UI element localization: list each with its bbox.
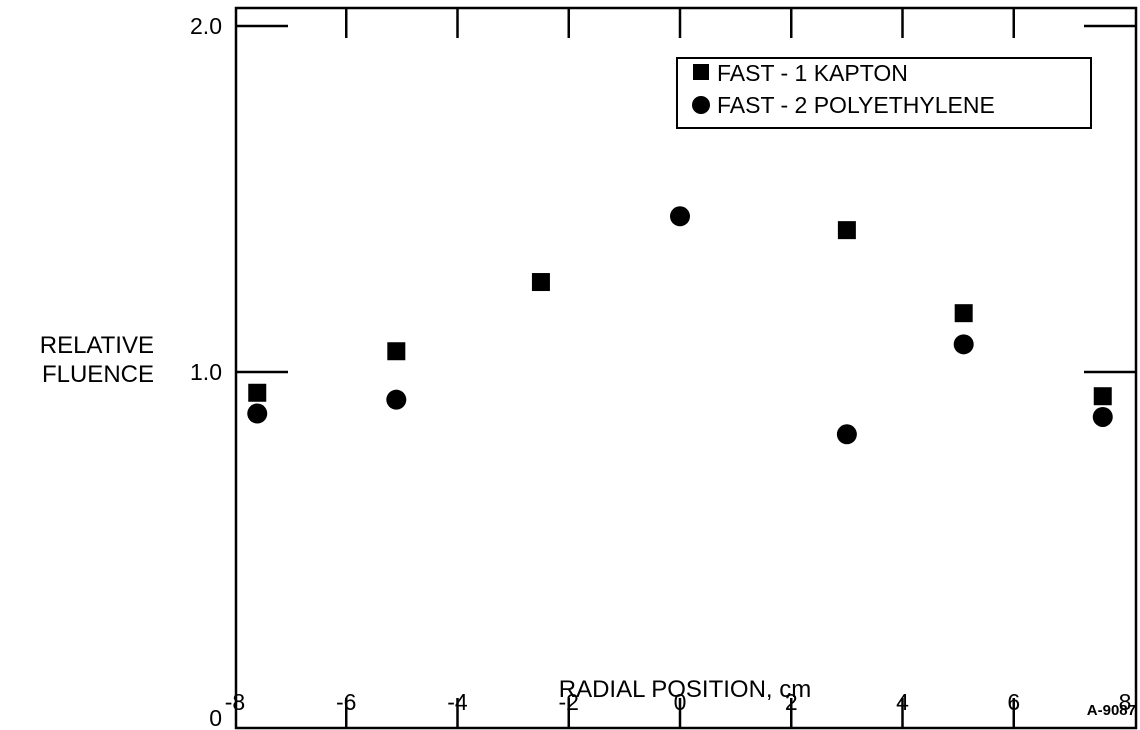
polyethylene-point [1092, 406, 1113, 427]
tick-labels: -8 -6 -4 -2 0 2 4 6 8 0 1.0 2.0 [190, 13, 1131, 730]
kapton-point [387, 342, 406, 361]
kapton-point [248, 383, 267, 402]
kapton-point [837, 221, 856, 240]
y-axis-title-line2: FLUENCE [42, 361, 154, 388]
axis-ticks [236, 8, 1136, 728]
legend: FAST - 1 KAPTON FAST - 2 POLYETHYLENE [676, 57, 1092, 129]
x-tick-label: 0 [674, 689, 687, 715]
kapton-point [531, 273, 550, 292]
legend-square-marker [693, 64, 709, 80]
x-tick-label: 4 [896, 689, 909, 715]
y-tick-label: 2.0 [190, 13, 222, 39]
y-tick-label: 0 [209, 705, 222, 730]
kapton-point [1093, 387, 1112, 406]
legend-label-kapton: FAST - 1 KAPTON [717, 60, 908, 86]
x-tick-label: 8 [1119, 689, 1132, 715]
y-tick-label: 1.0 [190, 359, 222, 385]
plot-frame [234, 6, 1138, 730]
x-axis-title: RADIAL POSITION, cm [559, 676, 811, 703]
polyethylene-point [386, 389, 407, 410]
kapton-point [954, 304, 973, 323]
polyethylene-point [836, 424, 857, 445]
x-tick-label: -2 [559, 689, 579, 715]
x-tick-label: -6 [336, 689, 356, 715]
legend-box [676, 57, 1092, 129]
x-tick-label: -8 [225, 689, 245, 715]
polyethylene-point [247, 403, 268, 424]
x-tick-label: 6 [1007, 689, 1020, 715]
polyethylene-point [953, 334, 974, 355]
x-tick-label: 2 [785, 689, 798, 715]
figure-id: A-9087 [1087, 702, 1136, 719]
legend-label-polyethylene: FAST - 2 POLYETHYLENE [717, 92, 995, 118]
x-tick-label: -4 [447, 689, 468, 715]
polyethylene-point [670, 206, 690, 227]
y-axis-title-line1: RELATIVE [40, 332, 154, 359]
data-points [247, 206, 1113, 445]
legend-circle-marker [692, 96, 710, 114]
